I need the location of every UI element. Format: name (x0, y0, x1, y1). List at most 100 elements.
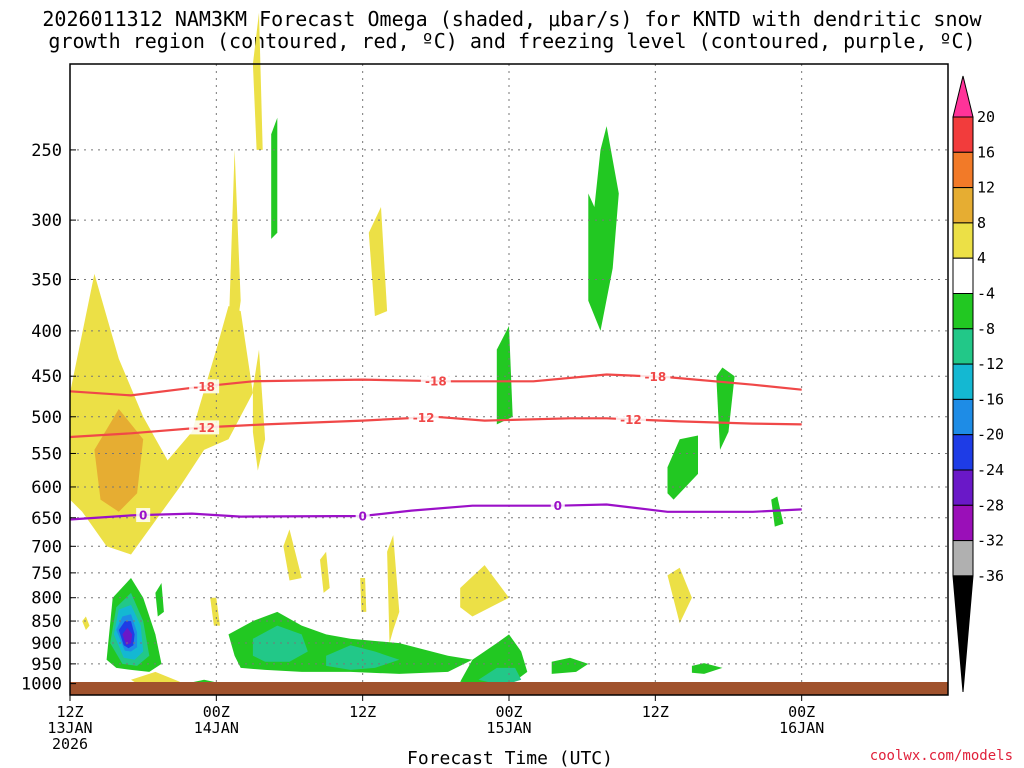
y-tick-label-450: 450 (31, 367, 62, 387)
x-tick-label-36-1: 00Z (495, 703, 522, 721)
x-axis-label: Forecast Time (UTC) (407, 748, 613, 768)
contour-label-bg (355, 508, 370, 523)
contour-label-bg (136, 508, 151, 523)
x-tick-label-60-1: 00Z (788, 703, 815, 721)
contour-label-bg (189, 379, 220, 394)
colorbar-band-1 (952, 116, 974, 153)
omega-region-25 (155, 583, 164, 617)
colorbar-band-3 (952, 187, 974, 224)
y-tick-label-400: 400 (31, 322, 62, 342)
omega-region-16 (667, 567, 692, 624)
y-tick-label-1000: 1000 (21, 675, 62, 695)
contour-label-0: 0 (554, 499, 562, 513)
contour-label-0: 0 (358, 509, 366, 523)
colorbar-band-5 (952, 257, 974, 295)
y-tick-label-350: 350 (31, 270, 62, 290)
omega-region-9 (387, 535, 400, 644)
y-tick-label-900: 900 (31, 634, 62, 654)
watermark: coolwx.com/models (870, 748, 1013, 764)
colorbar-label: 8 (977, 214, 986, 232)
omega-region-27 (252, 625, 308, 662)
colorbar-label: -4 (977, 285, 995, 303)
y-tick-label-800: 800 (31, 589, 62, 609)
colorbar-label: -36 (977, 567, 1004, 585)
colorbar-label: 20 (977, 108, 995, 126)
colorbar-band-10 (952, 434, 974, 471)
contour-label-bg (615, 412, 646, 427)
omega-region-36 (691, 663, 723, 674)
colorbar-band-12 (952, 504, 974, 542)
x-tick-label-60-2: 16JAN (779, 719, 824, 737)
chart-title-line2: growth region (contoured, red, ºC) and f… (48, 29, 976, 53)
colorbar: 20 16 12 8 4 -4 -8 -12 -16 -20 -24 -28 -32 -36 (952, 75, 1004, 693)
colorbar-band-11 (952, 469, 974, 506)
contour-label-0: 0 (139, 509, 147, 523)
colorbar-band-9 (952, 398, 974, 436)
colorbar-band-6 (952, 293, 974, 330)
omega-region-31 (496, 326, 513, 425)
colorbar-band-4 (952, 222, 974, 259)
colorbar-band-13 (952, 540, 974, 577)
colorbar-label: -16 (977, 390, 1004, 408)
omega-region-4 (252, 349, 266, 471)
colorbar-label: -20 (977, 426, 1004, 444)
contour-0 (69, 503, 802, 521)
x-tick-label-36-2: 15JAN (486, 719, 531, 737)
y-tick-label-850: 850 (31, 612, 62, 632)
omega-region-8 (360, 578, 367, 612)
colorbar-bottom-arrow (952, 575, 974, 693)
contour-label--12: -12 (620, 413, 642, 427)
x-tick-label-24-1: 12Z (349, 703, 376, 721)
contour-label--12: -12 (193, 421, 215, 435)
omega-region-38 (417, 657, 461, 668)
colorbar-label: 16 (977, 143, 995, 161)
omega-region-22 (122, 627, 133, 646)
y-tick-label-600: 600 (31, 478, 62, 498)
colorbar-label: -24 (977, 461, 1004, 479)
colorbar-band-8 (952, 363, 974, 400)
y-axis-ticks: 2503003504004505005506006507007508008509… (21, 141, 76, 695)
colorbar-top-arrow (952, 75, 974, 118)
omega-region-6 (283, 529, 302, 581)
contour-label--18: -18 (425, 375, 447, 389)
colorbar-label: 4 (977, 249, 986, 267)
y-tick-label-950: 950 (31, 655, 62, 675)
omega-region-5 (368, 207, 388, 317)
colorbar-band-2 (952, 151, 974, 189)
x-tick-label-0-1: 12Z (56, 703, 83, 721)
y-tick-label-250: 250 (31, 141, 62, 161)
x-tick-label-0-3: 2026 (52, 735, 88, 753)
colorbar-label: -32 (977, 532, 1004, 550)
chart-title-line1: 2026011312 NAM3KM Forecast Omega (shaded… (42, 7, 982, 31)
contour-label--12: -12 (413, 411, 435, 425)
colorbar-label: -12 (977, 355, 1004, 373)
omega-region-23 (271, 117, 278, 239)
ground-surface-bar (70, 682, 948, 695)
contour-label-bg (550, 498, 565, 513)
x-tick-label-12-1: 00Z (203, 703, 230, 721)
omega-region-30 (478, 667, 522, 686)
x-tick-label-12-2: 14JAN (194, 719, 239, 737)
y-tick-label-300: 300 (31, 211, 62, 231)
colorbar-label: -28 (977, 496, 1004, 514)
y-tick-label-700: 700 (31, 537, 62, 557)
omega-region-2 (228, 149, 241, 345)
contour-label-bg (189, 420, 220, 435)
y-tick-label-500: 500 (31, 408, 62, 428)
omega-region-7 (320, 551, 330, 593)
omega-region-10 (460, 565, 509, 617)
omega-region-33 (667, 435, 698, 500)
omega-region-34 (716, 367, 735, 450)
colorbar-band-7 (952, 328, 974, 365)
y-tick-label-750: 750 (31, 564, 62, 584)
colorbar-label: -8 (977, 320, 995, 338)
x-tick-label-0-2: 13JAN (47, 719, 92, 737)
omega-region-3 (252, 12, 263, 150)
contour-lines: -18 -18 -18 -12 -12 -12 0 0 0 (69, 369, 802, 523)
y-tick-label-650: 650 (31, 509, 62, 529)
contour-label-bg (408, 410, 439, 425)
y-tick-label-550: 550 (31, 444, 62, 464)
contour-label-bg (640, 369, 671, 384)
